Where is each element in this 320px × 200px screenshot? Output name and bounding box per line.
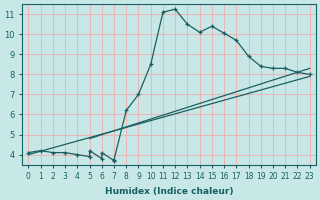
X-axis label: Humidex (Indice chaleur): Humidex (Indice chaleur)	[105, 187, 233, 196]
